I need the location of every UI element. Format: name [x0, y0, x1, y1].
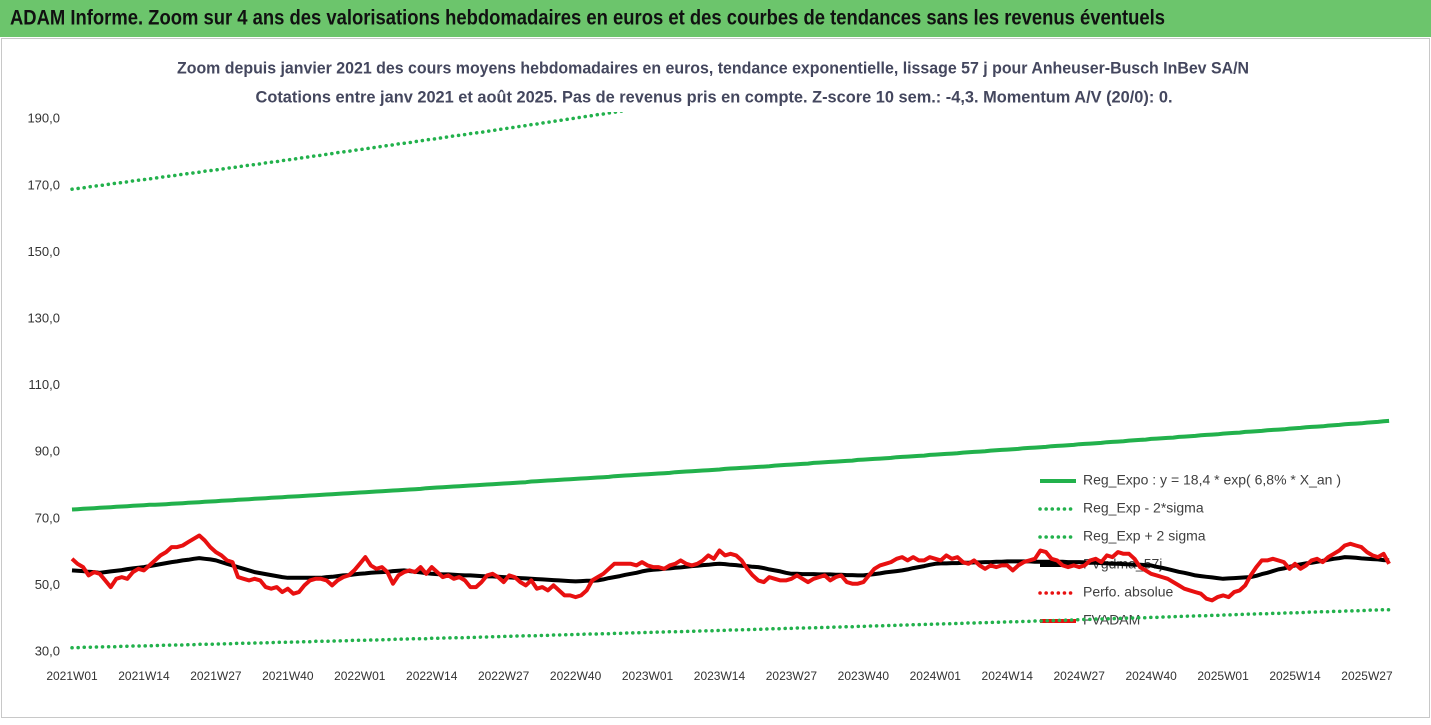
subtitle-box [170, 50, 1255, 112]
subtitle-line: Zoom depuis janvier 2021 des cours moyen… [177, 58, 1249, 77]
x-tick-label: 2022W27 [478, 669, 530, 683]
subtitle-line: Cotations entre janv 2021 et août 2025. … [256, 87, 1173, 106]
y-tick-label: 30,0 [35, 643, 60, 658]
legend-label: Reg_Expo : y = 18,4 * exp( 6,8% * X_an ) [1083, 472, 1341, 488]
x-tick-label: 2024W27 [1054, 669, 1106, 683]
y-tick-label: 70,0 [35, 510, 60, 525]
x-tick-label: 2023W27 [766, 669, 818, 683]
x-tick-label: 2021W14 [118, 669, 170, 683]
legend-label: Reg_Exp + 2 sigma [1083, 528, 1206, 544]
x-tick-label: 2022W40 [550, 669, 602, 683]
legend-label: Reg_Exp - 2*sigma [1083, 500, 1204, 516]
x-tick-label: 2021W27 [190, 669, 242, 683]
y-tick-label: 190,0 [27, 111, 60, 126]
series-line [70, 607, 1391, 650]
header-band [0, 0, 1431, 37]
y-tick-label: 90,0 [35, 444, 60, 459]
x-tick-label: 2022W01 [334, 669, 386, 683]
chart-frame [1, 38, 1430, 718]
x-tick-label: 2025W27 [1341, 669, 1393, 683]
series-line [70, 533, 1391, 603]
y-tick-label: 110,0 [28, 377, 60, 392]
x-tick-label: 2024W14 [982, 669, 1034, 683]
legend-label: FVADAM [1083, 612, 1140, 628]
x-tick-label: 2024W40 [1125, 669, 1177, 683]
x-tick-label: 2021W40 [262, 669, 314, 683]
x-tick-label: 2023W01 [622, 669, 674, 683]
x-tick-label: 2025W14 [1269, 669, 1321, 683]
x-tick-label: 2022W14 [406, 669, 458, 683]
y-tick-label: 130,0 [27, 310, 60, 325]
x-tick-label: 2024W01 [910, 669, 962, 683]
header-title: ADAM Informe. Zoom sur 4 ans des valoris… [10, 7, 1165, 30]
series-line [71, 418, 1390, 512]
x-tick-label: 2023W14 [694, 669, 746, 683]
y-tick-label: 50,0 [35, 577, 60, 592]
legend-label: Perfo. absolue [1083, 584, 1173, 600]
y-tick-label: 150,0 [27, 244, 60, 259]
series-line [71, 555, 1390, 584]
y-tick-label: 170,0 [27, 177, 60, 192]
x-tick-label: 2025W01 [1197, 669, 1249, 683]
x-tick-label: 2021W01 [46, 669, 98, 683]
x-tick-label: 2023W40 [838, 669, 890, 683]
